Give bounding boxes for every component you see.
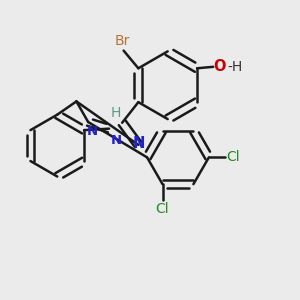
Text: O: O — [213, 59, 226, 74]
Text: N: N — [133, 136, 145, 152]
Text: Br: Br — [115, 34, 130, 48]
Text: Cl: Cl — [226, 150, 240, 164]
Text: N: N — [86, 125, 98, 138]
Text: N: N — [110, 134, 122, 147]
Text: H: H — [110, 106, 121, 120]
Text: Cl: Cl — [156, 202, 169, 216]
Text: -H: -H — [227, 60, 243, 74]
